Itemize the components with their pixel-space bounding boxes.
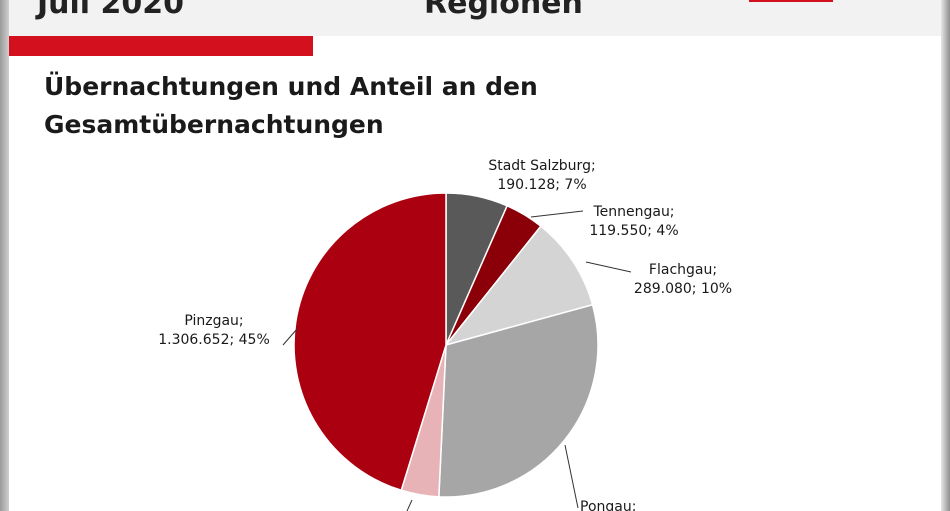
data-label-pongau-name: Pongau; [580,499,636,511]
header-section-title: Regionen [424,0,583,21]
leader-line-pongau [564,444,579,509]
data-label-flachgau-name: Flachgau; [649,262,717,278]
data-label-stadt-salzburg-name: Stadt Salzburg; [488,158,595,174]
pie-slice-pongau [438,303,599,498]
accent-bar [9,36,313,56]
leader-line-tennengau [530,210,584,218]
pie-slices [293,192,599,498]
data-label-tennengau-name: Tennengau; [592,204,674,220]
slice-labels: Stadt Salzburg; 190.128; 7% Tennengau; 119.… [158,158,732,511]
pie-slice-flachgau [443,225,594,347]
pie-slice-pinzgau [293,192,447,492]
data-label-pinzgau-value: 1.306.652; 45% [158,332,270,348]
data-label-flachgau-value: 289.080; 10% [634,281,732,297]
chart-title: Übernachtungen und Anteil an den Gesamtü… [44,72,538,139]
leader-line-flachgau [585,261,632,273]
data-label-pinzgau-name: Pinzgau; [184,313,243,329]
leader-line-lungau [406,499,413,511]
leader-line-pinzgau [282,328,298,346]
data-label-stadt-salzburg-value: 190.128; 7% [497,177,586,193]
data-label-tennengau-value: 119.550; 4% [589,223,678,239]
logo-fragment [749,0,833,2]
window-frame-right [941,0,950,511]
window-frame-left [0,0,9,511]
header-date-title: Juli 2020 [37,0,185,21]
header-band: Juli 2020 Regionen [9,0,941,36]
leader-lines [282,210,632,511]
